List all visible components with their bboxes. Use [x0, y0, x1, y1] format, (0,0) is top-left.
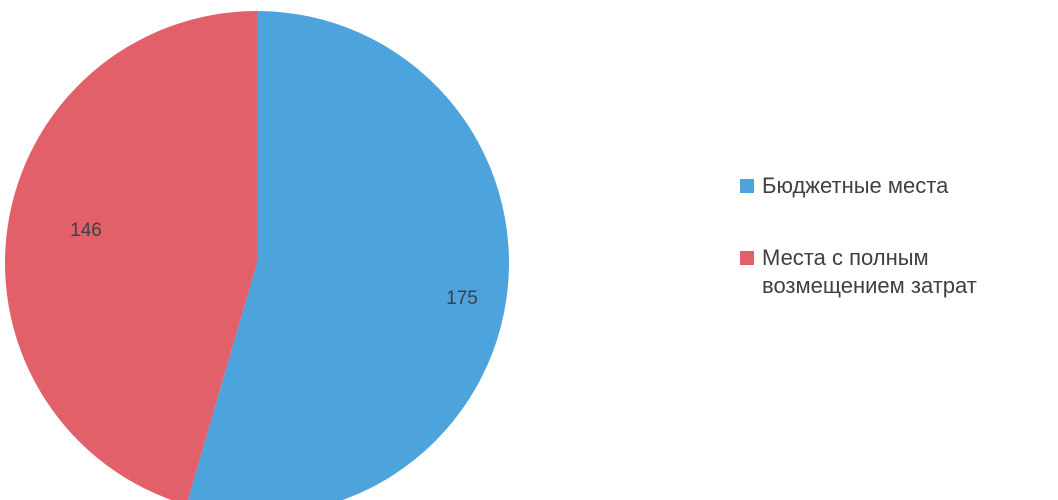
data-label-paid: 146 [70, 220, 102, 241]
pie-slice-budget [187, 11, 509, 500]
pie-slices [5, 11, 509, 500]
legend-swatch-budget [740, 179, 754, 193]
pie-data-labels: 175 146 [70, 220, 478, 309]
chart-legend: Бюджетные места Места с полным возмещени… [740, 172, 1050, 344]
legend-item-paid: Места с полным возмещением затрат [740, 244, 1050, 300]
legend-item-budget: Бюджетные места [740, 172, 1050, 200]
legend-swatch-paid [740, 251, 754, 265]
pie-slice-paid [5, 11, 257, 500]
legend-label-paid: Места с полным возмещением затрат [762, 245, 977, 298]
data-label-budget: 175 [446, 288, 478, 309]
legend-label-budget: Бюджетные места [762, 173, 949, 198]
